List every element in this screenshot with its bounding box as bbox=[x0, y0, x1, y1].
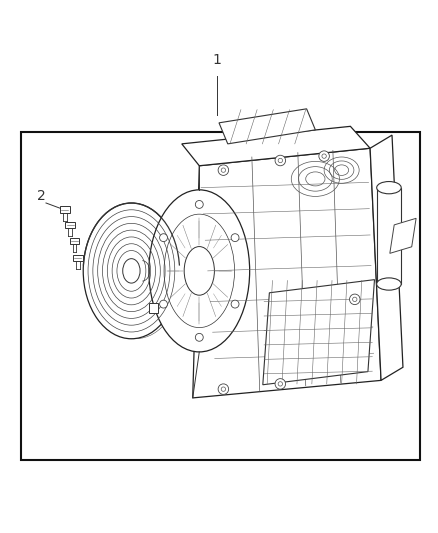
Bar bbox=[21, 132, 420, 460]
Polygon shape bbox=[219, 109, 315, 144]
Circle shape bbox=[195, 333, 203, 341]
Circle shape bbox=[221, 387, 226, 391]
FancyBboxPatch shape bbox=[60, 206, 70, 213]
Ellipse shape bbox=[377, 278, 401, 290]
Circle shape bbox=[278, 158, 283, 163]
Polygon shape bbox=[263, 280, 374, 385]
FancyBboxPatch shape bbox=[70, 238, 79, 244]
FancyBboxPatch shape bbox=[73, 255, 83, 261]
Ellipse shape bbox=[149, 190, 250, 352]
Circle shape bbox=[319, 151, 329, 161]
Circle shape bbox=[353, 297, 357, 302]
Ellipse shape bbox=[377, 182, 401, 194]
Circle shape bbox=[278, 382, 283, 386]
Bar bbox=[377, 188, 401, 284]
Circle shape bbox=[218, 384, 229, 394]
Circle shape bbox=[159, 300, 167, 308]
Ellipse shape bbox=[123, 259, 140, 283]
Ellipse shape bbox=[83, 203, 180, 339]
Circle shape bbox=[221, 168, 226, 172]
Polygon shape bbox=[390, 219, 416, 253]
Circle shape bbox=[159, 233, 167, 241]
Circle shape bbox=[195, 200, 203, 208]
Circle shape bbox=[231, 300, 239, 308]
Circle shape bbox=[231, 233, 239, 241]
FancyBboxPatch shape bbox=[65, 222, 75, 228]
Circle shape bbox=[218, 165, 229, 175]
Circle shape bbox=[275, 155, 286, 166]
Text: 2: 2 bbox=[37, 189, 46, 204]
Polygon shape bbox=[370, 135, 403, 381]
Circle shape bbox=[322, 154, 326, 158]
Text: 1: 1 bbox=[212, 53, 221, 67]
Polygon shape bbox=[193, 148, 381, 398]
Polygon shape bbox=[182, 126, 370, 166]
Bar bbox=[148, 303, 158, 313]
Circle shape bbox=[275, 378, 286, 389]
Circle shape bbox=[350, 294, 360, 304]
